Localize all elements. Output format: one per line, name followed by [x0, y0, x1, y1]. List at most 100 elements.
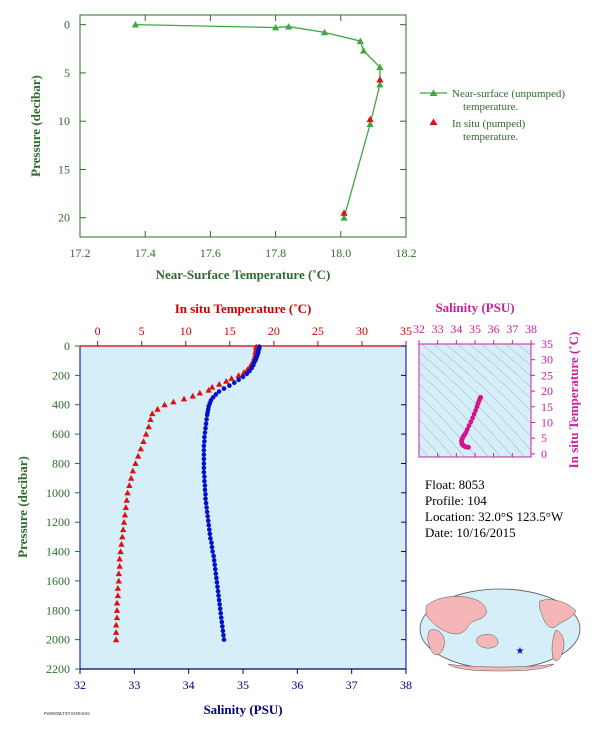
density-contour [419, 361, 513, 457]
map-land-africa [427, 629, 445, 656]
temperature-point [112, 621, 120, 628]
salinity-point [220, 628, 226, 634]
temperature-point [113, 614, 121, 621]
profile-bottom-axis-label: Salinity (PSU) [203, 702, 282, 717]
top-x-tick-label: 0 [95, 324, 101, 338]
ts-x-tick-label: 32 [413, 322, 425, 336]
near-surface-x-axis-label: Near-Surface Temperature (˚C) [156, 267, 331, 282]
density-contour [504, 344, 531, 366]
ts-x-tick-label: 37 [506, 322, 518, 336]
legend-marker-pumped [429, 118, 438, 125]
map-land-antarctica [447, 663, 555, 672]
temperature-point [145, 423, 152, 430]
top-x-tick-label: 15 [224, 324, 236, 338]
salinity-point [201, 456, 207, 462]
salinity-point [218, 610, 224, 616]
legend-label-pumped-line1: In situ (pumped) [452, 118, 526, 130]
salinity-point [204, 417, 209, 422]
pumped-temperature-point [376, 76, 384, 83]
density-contour [516, 344, 531, 356]
temperature-point [216, 380, 223, 387]
salinity-point [232, 380, 237, 386]
y-tick-label: 400 [52, 398, 70, 412]
salinity-point [203, 491, 208, 497]
unpumped-temperature-point [272, 23, 280, 31]
salinity-point [201, 465, 207, 471]
y-tick-label: 1000 [46, 486, 70, 500]
salinity-point [211, 553, 216, 559]
x-tick-label: 17.6 [200, 246, 221, 260]
unpumped-temperature-point [376, 63, 384, 71]
temperature-point [113, 607, 121, 613]
salinity-point [216, 593, 221, 598]
y-tick-label: 15 [58, 162, 70, 176]
ts-point [473, 408, 478, 413]
bottom-x-tick-label: 34 [183, 678, 195, 692]
ts-point [468, 419, 474, 425]
salinity-point [221, 637, 227, 642]
ts-y-tick-label: 30 [541, 353, 553, 367]
temperature-point [114, 585, 122, 591]
y-tick-label: 200 [52, 368, 70, 382]
unpumped-temperature-point [366, 120, 374, 127]
temperature-point [116, 563, 123, 569]
pumped-temperature-point [366, 115, 374, 123]
legend-label-unpumped-line2: temperature. [463, 101, 519, 113]
unpumped-temperature-point [320, 28, 329, 36]
temperature-point [115, 570, 122, 577]
salinity-point [201, 469, 207, 475]
unpumped-temperature-point [285, 22, 293, 30]
salinity-point [201, 452, 207, 457]
density-contour [468, 344, 531, 400]
map-land-north-america [538, 599, 577, 628]
salinity-point [205, 514, 210, 519]
ts-point [470, 415, 475, 421]
bottom-x-tick-label: 32 [74, 678, 86, 692]
bottom-x-tick-label: 38 [400, 678, 412, 692]
salinity-point [202, 474, 207, 479]
salinity-point [217, 602, 222, 607]
x-tick-label: 17.8 [265, 246, 286, 260]
location-map: ★ [419, 588, 581, 672]
salinity-point [207, 531, 213, 537]
salinity-point [208, 536, 213, 541]
density-contour [528, 344, 531, 346]
ts-point [474, 404, 480, 410]
temperature-point [132, 460, 139, 467]
salinity-point [204, 505, 209, 510]
ts-y-tick-label: 25 [541, 368, 553, 382]
ts-plot-frame [418, 343, 532, 458]
top-x-tick-label: 30 [356, 324, 368, 338]
salinity-point [216, 597, 222, 603]
salinity-point [202, 483, 208, 488]
ts-y-tick-label: 15 [541, 400, 553, 414]
salinity-point [201, 461, 207, 466]
ts-x-axis-label: Salinity (PSU) [435, 300, 514, 315]
temperature-point [170, 398, 177, 405]
temperature-point [149, 410, 156, 417]
unpumped-temperature-point [376, 80, 384, 88]
salinity-point [205, 518, 211, 524]
salinity-point [214, 580, 220, 585]
salinity-point [212, 566, 218, 572]
density-contour [456, 344, 531, 412]
temperature-point [142, 430, 150, 437]
map-land-south-america [551, 629, 565, 662]
ts-point [471, 411, 477, 417]
footer-code: FW0055M.TXT 03/09/2016 [44, 711, 89, 716]
density-contour [480, 344, 531, 388]
legend-label-unpumped-line1: Near-surface (unpumped) [452, 88, 565, 100]
temperature-point [205, 386, 212, 393]
salinity-point [236, 377, 241, 383]
temperature-point [127, 474, 135, 481]
y-tick-label: 1600 [46, 574, 70, 588]
ts-y-tick-label: 10 [541, 415, 553, 429]
temperature-point [117, 548, 124, 555]
x-tick-label: 17.4 [135, 246, 156, 260]
salinity-point [213, 571, 219, 576]
near-surface-panel: 17.2 17.4 17.6 17.8 18.0 18.2 0 5 10 15 20 Near-S… [28, 14, 447, 282]
ts-x-tick-label: 35 [469, 322, 481, 336]
temperature-point [114, 592, 122, 599]
salinity-point [221, 632, 226, 638]
salinity-point [240, 374, 246, 380]
